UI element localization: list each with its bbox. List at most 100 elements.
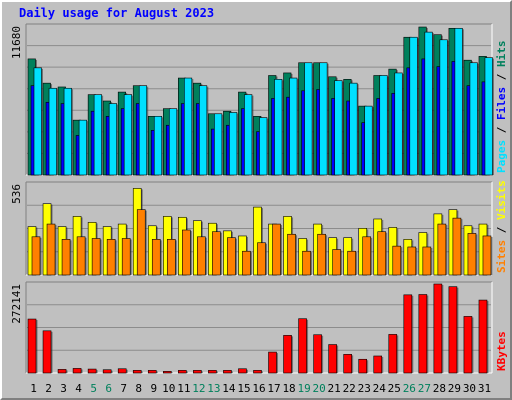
bar-pages-day-31 xyxy=(484,57,493,176)
bar-sites-day-30 xyxy=(467,233,477,276)
x-tick-label-day-1: 1 xyxy=(30,382,37,395)
bar-sites-day-26 xyxy=(407,246,417,276)
y-max-label-bottom: 272141 xyxy=(10,284,23,324)
bar-sites-day-3 xyxy=(61,239,71,276)
bar-pages-day-5 xyxy=(93,94,102,176)
bar-kbytes-day-28 xyxy=(433,283,443,374)
x-tick-label-day-26: 26 xyxy=(403,382,416,395)
bar-sites-day-29 xyxy=(452,217,462,276)
legend-separator: / xyxy=(495,120,508,140)
bar-pages-day-6 xyxy=(108,103,117,176)
bar-sites-day-31 xyxy=(482,235,492,276)
bar-sites-day-1 xyxy=(31,236,41,276)
bar-sites-day-2 xyxy=(46,223,56,276)
bar-kbytes-day-23 xyxy=(358,358,368,374)
bar-pages-day-26 xyxy=(409,36,418,176)
x-tick-label-day-18: 18 xyxy=(282,382,295,395)
x-tick-label-day-7: 7 xyxy=(120,382,127,395)
x-tick-label-day-19: 19 xyxy=(297,382,310,395)
bar-pages-day-2 xyxy=(48,87,57,176)
bar-pages-day-3 xyxy=(63,87,72,176)
bar-pages-day-7 xyxy=(123,94,132,176)
bar-kbytes-day-4 xyxy=(72,368,82,374)
x-tick-label-day-2: 2 xyxy=(45,382,52,395)
x-tick-label-day-6: 6 xyxy=(105,382,112,395)
bar-sites-day-4 xyxy=(76,236,86,276)
bar-sites-day-18 xyxy=(287,233,296,276)
bar-sites-day-23 xyxy=(362,236,372,276)
bar-pages-day-13 xyxy=(214,113,223,176)
x-tick-label-day-17: 17 xyxy=(267,382,280,395)
bar-pages-day-14 xyxy=(229,112,238,176)
legend-separator: / xyxy=(495,220,508,240)
bar-pages-day-17 xyxy=(274,79,283,176)
bar-kbytes-day-11 xyxy=(178,370,187,374)
x-tick-label-day-24: 24 xyxy=(373,382,387,395)
bar-kbytes-day-21 xyxy=(328,344,337,374)
x-tick-label-day-25: 25 xyxy=(388,382,401,395)
bar-kbytes-day-5 xyxy=(87,368,97,374)
legend-bottom: KBytes xyxy=(495,331,508,371)
x-tick-label-day-16: 16 xyxy=(252,382,265,395)
x-tick-label-day-5: 5 xyxy=(90,382,97,395)
x-tick-label-day-10: 10 xyxy=(162,382,175,395)
legend-entry-visits: Visits xyxy=(495,180,508,220)
x-tick-label-day-23: 23 xyxy=(358,382,371,395)
legend-entry-kbytes: KBytes xyxy=(495,331,508,371)
bar-pages-day-4 xyxy=(78,119,87,176)
x-tick-label-day-14: 14 xyxy=(222,382,236,395)
y-max-label-top: 11680 xyxy=(10,26,23,59)
bar-kbytes-day-1 xyxy=(27,318,37,374)
x-tick-label-day-3: 3 xyxy=(60,382,67,395)
bar-pages-day-11 xyxy=(184,77,193,176)
bar-pages-day-30 xyxy=(469,62,478,176)
bar-pages-day-15 xyxy=(244,94,253,176)
bar-sites-day-6 xyxy=(106,239,116,276)
bar-pages-day-18 xyxy=(289,77,298,176)
bar-pages-day-29 xyxy=(454,27,463,176)
bar-sites-day-7 xyxy=(121,238,131,276)
bar-kbytes-day-13 xyxy=(208,370,217,374)
legend-entry-files: Files xyxy=(495,87,508,120)
bar-pages-day-28 xyxy=(439,39,448,176)
x-tick-label-day-31: 31 xyxy=(478,382,491,395)
bar-pages-day-21 xyxy=(334,80,343,176)
x-tick-label-day-30: 30 xyxy=(463,382,476,395)
bar-pages-day-24 xyxy=(379,75,388,176)
legend-entry-pages: Pages xyxy=(495,140,508,173)
y-max-label-middle: 536 xyxy=(10,184,23,204)
bar-sites-day-28 xyxy=(437,223,447,276)
bar-pages-day-19 xyxy=(304,62,313,176)
x-tick-label-day-8: 8 xyxy=(135,382,142,395)
bar-sites-day-16 xyxy=(257,242,266,276)
bar-sites-day-9 xyxy=(151,239,161,276)
bar-sites-day-21 xyxy=(332,249,341,276)
bar-sites-day-12 xyxy=(197,236,206,276)
bar-kbytes-day-10 xyxy=(162,371,172,374)
bar-pages-day-22 xyxy=(349,82,358,176)
bar-sites-day-10 xyxy=(166,239,176,276)
legend-separator: / xyxy=(495,67,508,87)
bar-pages-day-1 xyxy=(33,67,42,176)
bar-kbytes-day-26 xyxy=(403,294,413,374)
bar-sites-day-22 xyxy=(347,250,356,276)
bar-kbytes-day-17 xyxy=(268,351,277,374)
bar-kbytes-day-19 xyxy=(298,318,307,374)
legend-top: Pages / Files / Hits xyxy=(495,41,508,174)
bar-pages-day-9 xyxy=(153,116,163,176)
bar-kbytes-day-25 xyxy=(388,334,398,374)
bar-kbytes-day-16 xyxy=(253,370,262,374)
bar-kbytes-day-14 xyxy=(223,370,232,374)
x-tick-label-day-22: 22 xyxy=(343,382,356,395)
bar-kbytes-day-6 xyxy=(102,369,112,374)
bar-pages-day-12 xyxy=(199,85,208,176)
bar-sites-day-19 xyxy=(302,250,311,276)
x-tick-label-day-29: 29 xyxy=(448,382,461,395)
x-tick-label-day-11: 11 xyxy=(177,382,190,395)
x-tick-label-day-12: 12 xyxy=(192,382,205,395)
bar-sites-day-5 xyxy=(91,238,101,276)
bar-pages-day-10 xyxy=(168,108,178,176)
bar-pages-day-27 xyxy=(424,31,433,176)
bar-sites-day-8 xyxy=(136,209,146,276)
